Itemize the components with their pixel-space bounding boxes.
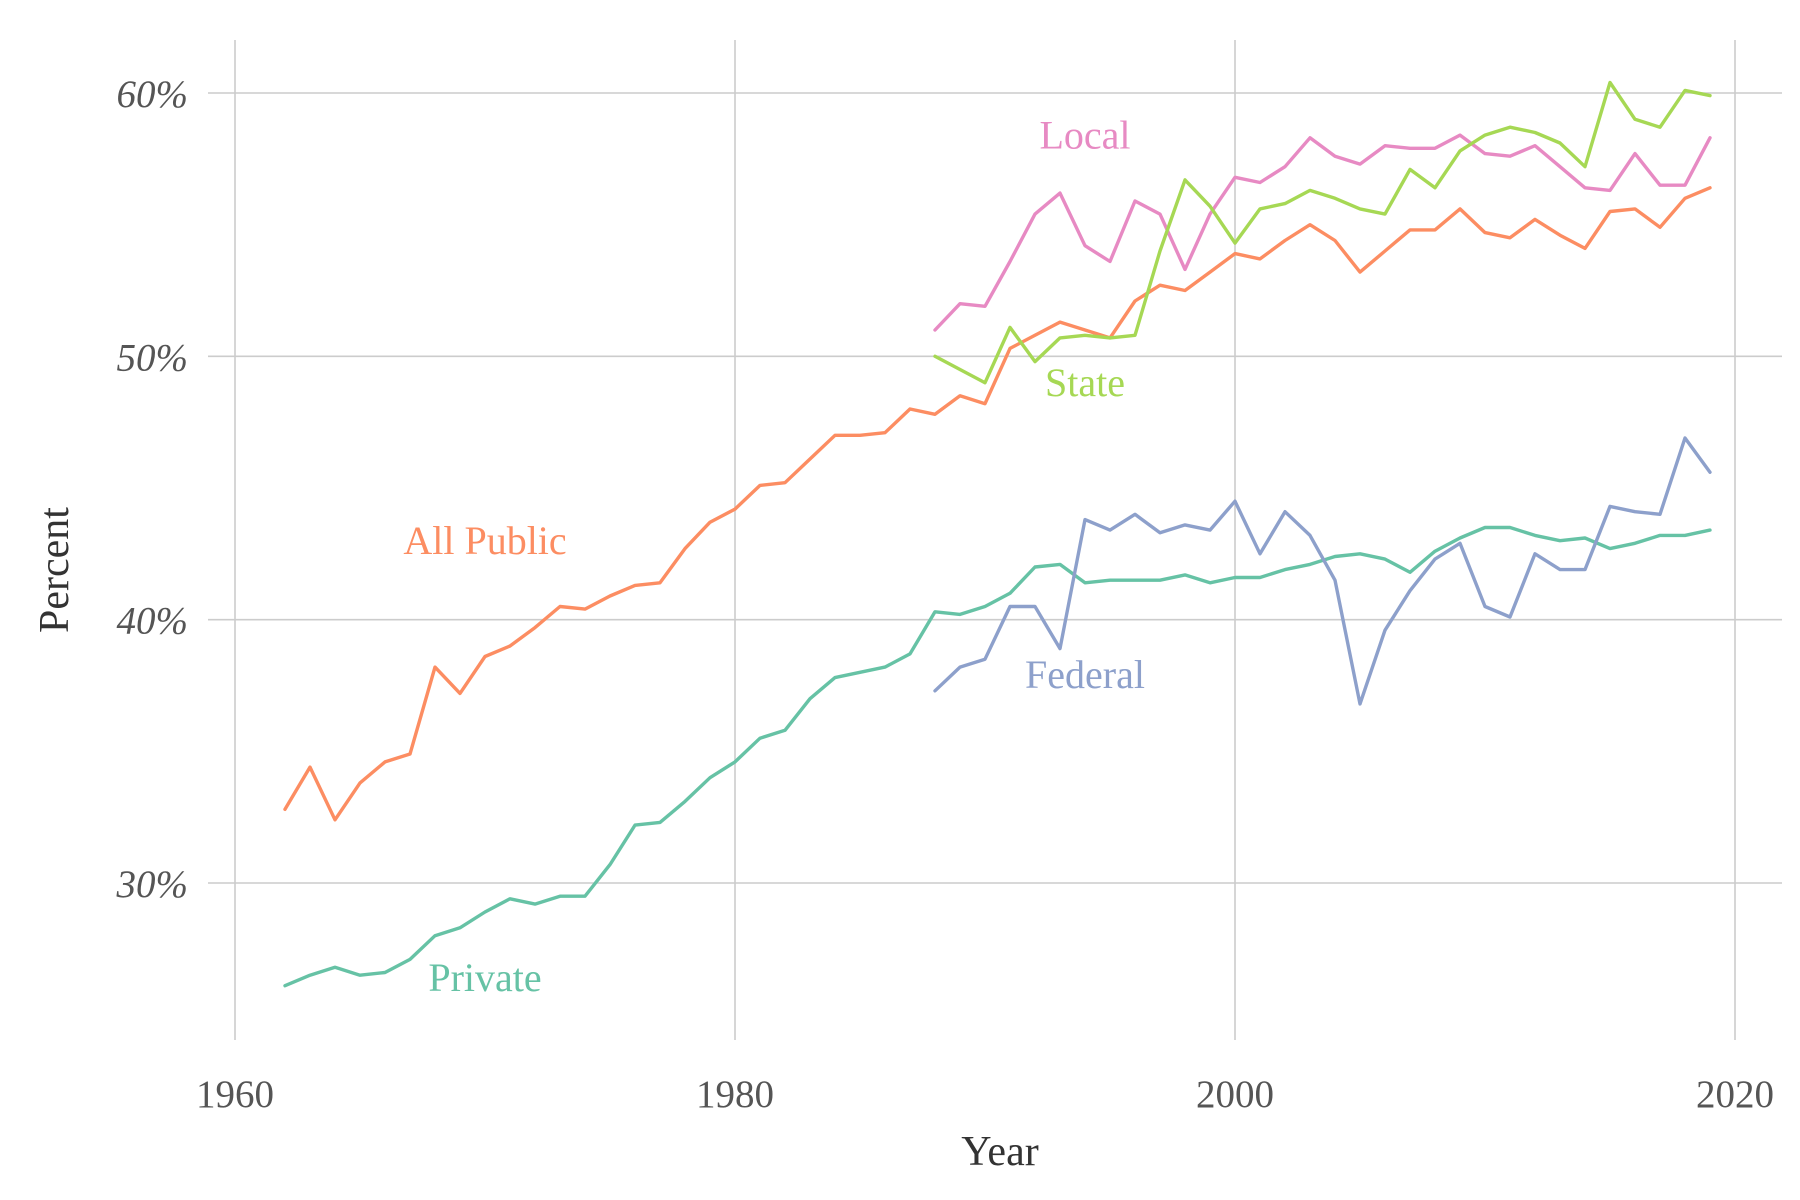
series-label-private: Private bbox=[428, 955, 541, 1000]
series-line-federal bbox=[933, 436, 1712, 706]
series-line-state bbox=[933, 80, 1712, 385]
x-tick-label-1960: 1960 bbox=[196, 1073, 274, 1116]
x-tick-label-2000: 2000 bbox=[1196, 1073, 1274, 1116]
x-tick-label-1980: 1980 bbox=[696, 1073, 774, 1116]
series-label-state: State bbox=[1045, 360, 1125, 405]
series-line-all-public bbox=[283, 186, 1712, 822]
x-axis-title: Year bbox=[961, 1129, 1038, 1175]
series-line-local bbox=[933, 133, 1712, 332]
grid-lines bbox=[208, 40, 1782, 1040]
series-lines bbox=[283, 80, 1712, 988]
y-axis-title: Percent bbox=[32, 507, 78, 633]
x-axis-ticks: 1960 1980 2000 2020 bbox=[196, 1073, 1774, 1116]
y-tick-label-60: 60% bbox=[117, 73, 189, 116]
series-label-federal: Federal bbox=[1025, 652, 1145, 697]
x-tick-label-2020: 2020 bbox=[1696, 1073, 1774, 1116]
series-labels: All Public Private Local State Federal bbox=[403, 112, 1145, 1000]
series-label-all-public: All Public bbox=[403, 518, 566, 563]
y-axis-ticks: 30% 40% 50% 60% bbox=[116, 73, 189, 906]
y-tick-label-40: 40% bbox=[117, 600, 189, 643]
series-line-private bbox=[283, 525, 1712, 988]
y-tick-label-50: 50% bbox=[117, 336, 189, 379]
y-tick-label-30: 30% bbox=[116, 863, 189, 906]
series-label-local: Local bbox=[1039, 112, 1130, 157]
